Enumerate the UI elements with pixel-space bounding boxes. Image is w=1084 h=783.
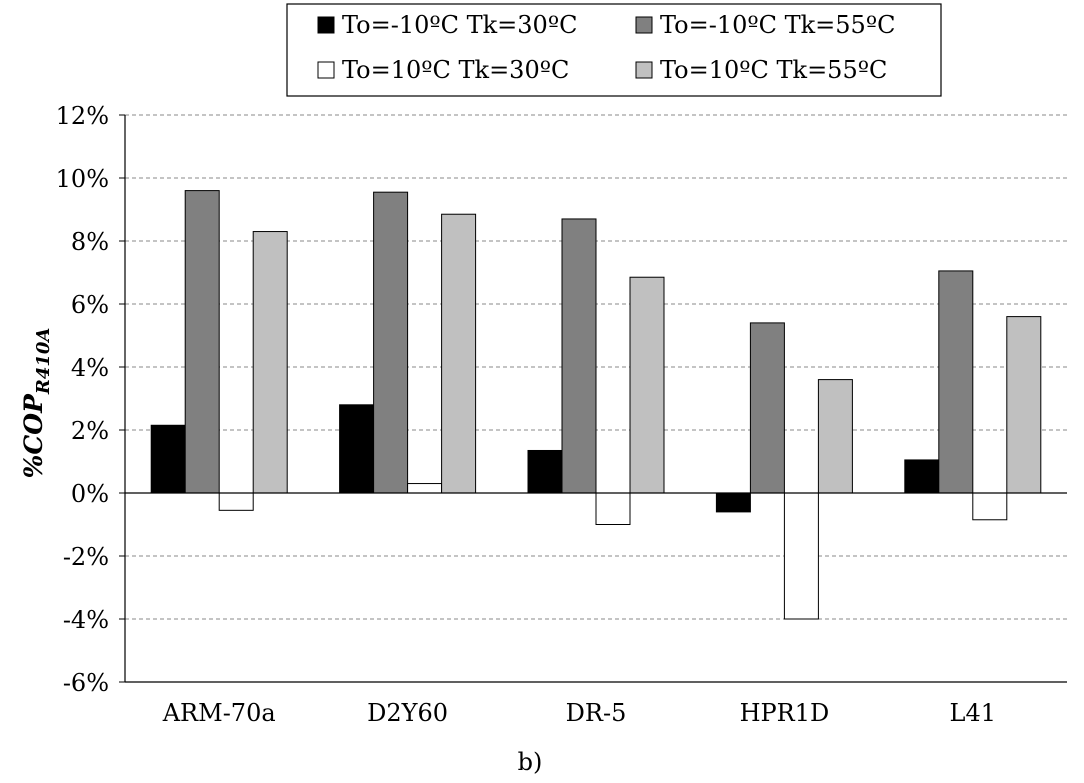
bar <box>407 483 443 494</box>
category-label: D2Y60 <box>367 699 448 727</box>
bar <box>218 492 254 511</box>
bar <box>749 322 785 494</box>
bar <box>150 424 186 494</box>
y-tick-label: 2% <box>71 417 109 445</box>
bar <box>904 459 940 494</box>
y-tick-label: 0% <box>71 480 109 508</box>
bar <box>629 276 665 494</box>
bar <box>972 492 1008 521</box>
bar <box>252 231 288 494</box>
legend: To=-10ºC Tk=30ºC To=-10ºC Tk=55ºC To=10ºC … <box>286 3 942 97</box>
bar <box>817 379 853 494</box>
legend-swatch <box>635 16 653 34</box>
legend-swatch <box>635 61 653 79</box>
legend-swatch <box>317 61 335 79</box>
y-tick-label: -4% <box>63 606 109 634</box>
category-label: L41 <box>950 699 996 727</box>
legend-entry: To=10ºC Tk=30ºC <box>342 56 569 84</box>
y-tick-label: 12% <box>56 102 109 130</box>
bar <box>1006 316 1042 494</box>
category-label: DR-5 <box>566 699 627 727</box>
category-label: HPR1D <box>740 699 830 727</box>
bar <box>527 449 563 494</box>
category-label: ARM-70a <box>162 699 276 727</box>
axes <box>119 114 1067 683</box>
y-tick-label: 10% <box>56 165 109 193</box>
bars <box>150 190 1042 620</box>
y-tick-label: 6% <box>71 291 109 319</box>
bar <box>715 492 751 513</box>
legend-swatch <box>317 16 335 34</box>
legend-entry: To=10ºC Tk=55ºC <box>660 56 887 84</box>
y-tick-label: -2% <box>63 543 109 571</box>
legend-box <box>286 3 942 97</box>
bar <box>339 404 375 494</box>
y-axis-label-subscript: R410A <box>33 328 54 396</box>
category-labels: ARM-70a D2Y60 DR-5 HPR1D L41 <box>162 699 996 727</box>
legend-entry: To=-10ºC Tk=30ºC <box>342 11 577 39</box>
bar <box>938 270 974 494</box>
bar <box>561 218 597 494</box>
bar <box>783 492 819 620</box>
y-axis-label: %COPR410A <box>19 328 54 479</box>
y-axis-label-main: %COP <box>19 393 48 478</box>
bar <box>184 190 220 494</box>
y-tick-label: -6% <box>63 669 109 697</box>
y-tick-label: 8% <box>71 228 109 256</box>
y-tick-label: 4% <box>71 354 109 382</box>
bar <box>595 492 631 525</box>
bar <box>373 191 409 494</box>
y-tick-labels: -6% -4% -2% 0% 2% 4% 6% 8% 10% 12% <box>56 102 109 697</box>
legend-entry: To=-10ºC Tk=55ºC <box>660 11 895 39</box>
figure-caption: b) <box>518 748 543 776</box>
bar <box>441 213 477 494</box>
